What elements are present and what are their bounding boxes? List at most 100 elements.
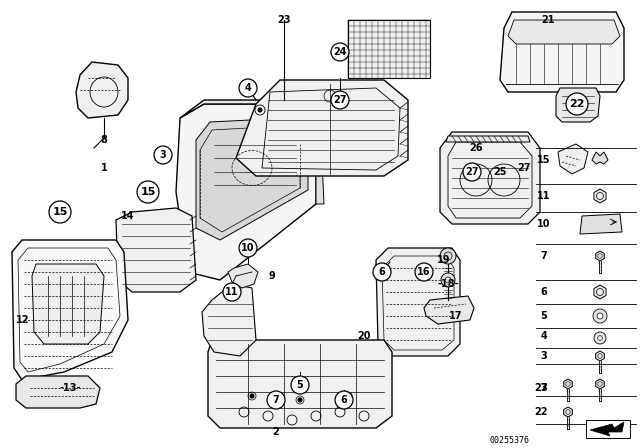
Text: 11: 11	[537, 191, 551, 201]
Polygon shape	[16, 376, 100, 408]
Circle shape	[346, 394, 350, 398]
Text: 1: 1	[100, 163, 108, 173]
Circle shape	[597, 313, 603, 319]
Text: 21: 21	[541, 15, 555, 25]
Text: 5: 5	[541, 311, 547, 321]
Circle shape	[258, 108, 262, 112]
Circle shape	[250, 394, 254, 398]
Polygon shape	[596, 379, 604, 389]
Polygon shape	[596, 251, 604, 261]
Text: 27: 27	[333, 95, 347, 105]
Polygon shape	[596, 351, 604, 361]
Polygon shape	[508, 20, 620, 44]
Text: -18-: -18-	[437, 279, 459, 289]
Polygon shape	[116, 208, 196, 292]
Polygon shape	[594, 189, 606, 203]
Circle shape	[137, 181, 159, 203]
Text: 5: 5	[296, 380, 303, 390]
Text: 3: 3	[541, 383, 547, 393]
Bar	[586, 420, 630, 438]
Polygon shape	[556, 88, 600, 122]
Polygon shape	[176, 104, 316, 280]
Circle shape	[566, 93, 588, 115]
Polygon shape	[592, 152, 608, 164]
Polygon shape	[440, 132, 540, 224]
Text: 16: 16	[417, 267, 431, 277]
Text: 7: 7	[541, 251, 547, 261]
Text: -13-: -13-	[60, 383, 81, 393]
Polygon shape	[446, 136, 530, 142]
Circle shape	[373, 263, 391, 281]
Bar	[348, 20, 430, 78]
Circle shape	[154, 146, 172, 164]
Polygon shape	[564, 407, 572, 417]
Polygon shape	[12, 240, 128, 380]
Text: 11: 11	[225, 287, 239, 297]
Polygon shape	[376, 248, 460, 356]
Circle shape	[593, 309, 607, 323]
Polygon shape	[228, 264, 258, 288]
Text: 3: 3	[541, 351, 547, 361]
Circle shape	[331, 91, 349, 109]
Circle shape	[335, 391, 353, 409]
Polygon shape	[208, 340, 392, 428]
Text: 27: 27	[517, 163, 531, 173]
Text: 26: 26	[469, 143, 483, 153]
Circle shape	[298, 398, 302, 402]
Text: 4: 4	[244, 83, 252, 93]
Circle shape	[331, 43, 349, 61]
Circle shape	[239, 79, 257, 97]
Polygon shape	[236, 80, 408, 176]
Circle shape	[49, 201, 71, 223]
Text: 00255376: 00255376	[490, 435, 530, 444]
Polygon shape	[76, 62, 128, 118]
Text: 24: 24	[333, 47, 347, 57]
Text: 15: 15	[140, 187, 156, 197]
Circle shape	[267, 391, 285, 409]
Circle shape	[239, 239, 257, 257]
Text: 19: 19	[437, 255, 451, 265]
Text: 4: 4	[541, 331, 547, 341]
Text: 27: 27	[465, 167, 479, 177]
Circle shape	[255, 105, 265, 115]
Polygon shape	[594, 285, 606, 299]
Circle shape	[594, 332, 606, 344]
Polygon shape	[424, 296, 474, 324]
Polygon shape	[564, 379, 572, 389]
Text: 17: 17	[449, 311, 463, 321]
Text: 3: 3	[159, 150, 166, 160]
Text: 10: 10	[241, 243, 255, 253]
Text: 14: 14	[121, 211, 135, 221]
Text: 25: 25	[493, 167, 507, 177]
Text: 22: 22	[534, 407, 548, 417]
Circle shape	[440, 248, 456, 264]
Text: 7: 7	[273, 395, 280, 405]
Text: 9: 9	[269, 271, 275, 281]
Text: 8: 8	[100, 135, 108, 145]
Circle shape	[291, 376, 309, 394]
Polygon shape	[558, 144, 588, 174]
Polygon shape	[202, 284, 256, 356]
Polygon shape	[500, 12, 624, 92]
Text: 6: 6	[379, 267, 385, 277]
Circle shape	[441, 273, 455, 287]
Text: 12: 12	[16, 315, 29, 325]
Text: 2: 2	[273, 427, 280, 437]
Polygon shape	[180, 100, 320, 118]
Polygon shape	[196, 118, 308, 240]
Circle shape	[463, 163, 481, 181]
Text: 6: 6	[340, 395, 348, 405]
Text: 27: 27	[534, 383, 548, 393]
Polygon shape	[590, 422, 624, 436]
Polygon shape	[32, 264, 104, 344]
Text: 15: 15	[537, 155, 551, 165]
Text: 20: 20	[357, 331, 371, 341]
Text: 15: 15	[52, 207, 68, 217]
Polygon shape	[580, 214, 622, 234]
Text: 23: 23	[277, 15, 291, 25]
Text: 10: 10	[537, 219, 551, 229]
Polygon shape	[316, 118, 324, 204]
Text: 6: 6	[541, 287, 547, 297]
Circle shape	[223, 283, 241, 301]
Circle shape	[415, 263, 433, 281]
